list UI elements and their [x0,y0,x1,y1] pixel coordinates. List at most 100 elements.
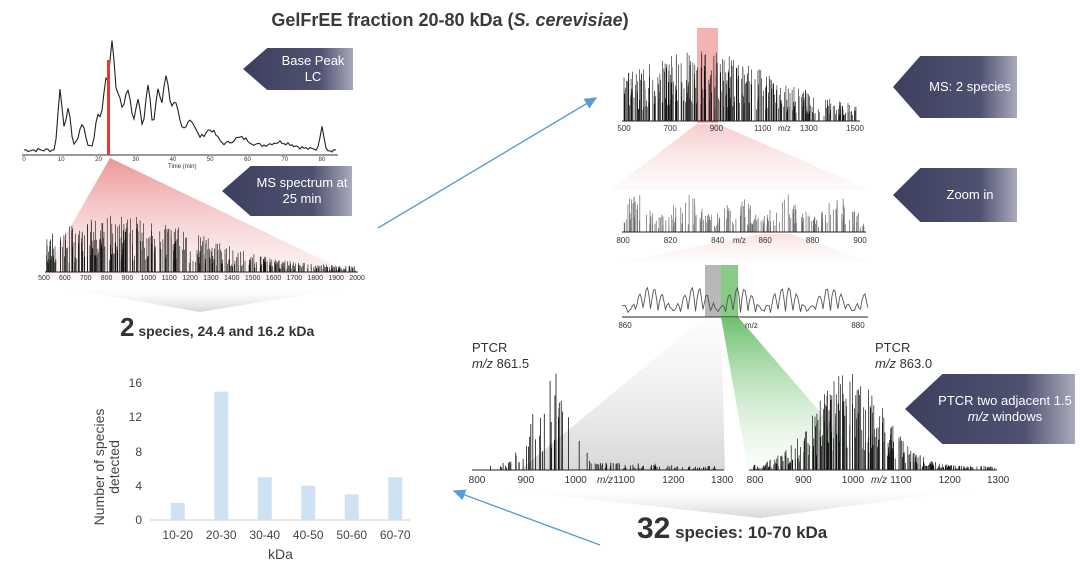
axis-tick-label: 1200 [938,475,961,486]
axis-tick-label: 20 [95,157,102,163]
axis-tick-label: 500 [617,124,631,133]
bar-60-70 [388,477,403,520]
bar-x-label: kDa [268,546,293,562]
ms-right-highlight [697,28,718,123]
axis-tick-label: 1100 [161,275,177,282]
bar-x-tick: 30-40 [249,528,281,542]
axis-tick-label: 820 [663,236,678,245]
axis-tick-label: 2000 [349,275,365,282]
fan-gray [520,317,725,470]
axis-tick-label: 860 [758,236,772,245]
axis-tick-label: 880 [805,236,820,245]
lc-trace [23,40,337,153]
callout-zoom-in: Zoom in [893,168,1017,222]
callout-ptcr-windows: PTCR two adjacent 1.5 m/z windows [905,374,1075,444]
axis-tick-label: 1400 [224,275,240,282]
bar-x-tick: 60-70 [379,528,411,542]
axis-tick-label: 800 [100,275,113,282]
bar-x-tick: 50-60 [336,528,368,542]
page-title: GelFrEE fraction 20-80 kDa (S. cerevisia… [271,10,629,30]
arrow-to-chart [452,489,601,546]
ptcr-left-label: PTCR m/z 861.5 [472,340,530,371]
axis-tick-label: 1300 [203,275,219,282]
axis-tick-label: 1600 [265,275,282,282]
zoom-fan-2 [620,234,870,262]
axis-tick-label: 840 [711,236,725,245]
axis-tick-label: 800 [468,475,486,486]
ptcr-right-axis-label: m/z [871,475,888,486]
ms-spectrum-left [46,215,356,272]
axis-tick-label: 70 [281,157,289,163]
bar-y-tick: 16 [128,376,142,390]
axis-tick-label: 600 [59,275,71,282]
ms-spectrum-right [623,51,857,121]
axis-tick-label: 800 [616,236,630,245]
axis-tick-label: 1500 [244,275,261,282]
bar-y-tick: 8 [135,444,142,459]
lc-highlight [107,60,110,155]
axis-tick-label: 500 [38,275,50,282]
axis-tick-label: 860 [618,321,632,330]
axis-tick-label: 30 [132,157,140,163]
axis-tick-label: 1500 [846,124,864,133]
axis-tick-label: 900 [517,475,535,486]
fan-green [721,317,870,470]
axis-tick-label: 1300 [799,124,818,133]
bar-x-tick: 20-30 [205,528,237,542]
ptcr-left-axis-label: m/z [597,475,614,486]
axis-tick-label: 60 [244,157,251,163]
bar-y-tick: 4 [135,478,142,493]
axis-tick-label: 700 [663,124,677,133]
arrow-to-ms [377,97,598,229]
window-gray [705,265,721,317]
axis-tick-label: 900 [795,475,812,486]
axis-tick-label: 900 [853,236,867,245]
ptcr-right-label: PTCR m/z 863.0 [875,340,933,371]
bar-40-50 [301,485,316,521]
bar-10-20 [170,502,185,520]
zoom2-axis-label: m/z [745,321,758,330]
window-green [721,265,738,317]
bar-30-40 [257,477,272,520]
bar-y-tick: 12 [128,410,142,425]
axis-tick-label: 1000 [140,275,157,282]
axis-tick-label: 80 [318,157,326,163]
axis-tick-label: 1100 [613,475,635,486]
axis-tick-label: 1100 [890,475,912,486]
axis-tick-label: 1900 [328,275,344,282]
axis-tick-label: 0 [22,157,26,163]
axis-tick-label: 1000 [564,475,587,486]
bar-y-label: Number of species detected [91,408,122,526]
axis-tick-label: 1300 [711,475,734,486]
zoom2-trace [621,286,869,314]
axis-tick-label: 900 [709,124,724,133]
fan-left-species [45,285,365,312]
bar-20-30 [214,391,229,520]
lc-chromatogram [22,40,338,156]
axis-tick-label: 1800 [307,275,324,282]
zoom-spectrum [623,194,865,232]
bar-50-60 [344,494,359,520]
ms-right-axis-label: m/z [778,124,791,133]
axis-tick-label: 1200 [662,475,685,486]
axis-tick-label: 700 [79,275,92,282]
axis-tick-label: 800 [746,475,764,486]
axis-tick-label: 880 [851,321,865,330]
axis-tick-label: 1300 [987,475,1010,486]
axis-tick-label: 1700 [286,275,303,282]
axis-tick-label: 1200 [182,275,198,282]
species-bar-chart [150,391,410,521]
species-left-summary: 2 species, 24.4 and 16.2 kDa [120,312,315,342]
callout-ms-two-species: MS: 2 species [893,56,1017,118]
axis-tick-label: 50 [206,157,214,163]
bar-y-tick: 0 [135,513,142,527]
bar-x-tick: 40-50 [292,528,324,542]
callout-ms-spectrum: MS spectrum at 25 min [222,166,352,216]
zoom-axis-label: m/z [733,236,746,245]
species-right-summary: 32 species: 10-70 kDa [637,512,828,545]
ptcr-spectrum-left [490,373,716,470]
zoom-fan-ms [610,124,870,190]
callout-base-peak: Base Peak LC [243,48,353,90]
axis-tick-label: 1100 [753,124,772,133]
